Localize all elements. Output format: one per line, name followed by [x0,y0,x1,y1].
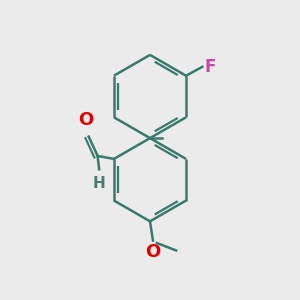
Text: O: O [78,111,93,129]
Text: F: F [205,58,216,76]
Text: O: O [145,243,160,261]
Text: H: H [93,176,106,191]
